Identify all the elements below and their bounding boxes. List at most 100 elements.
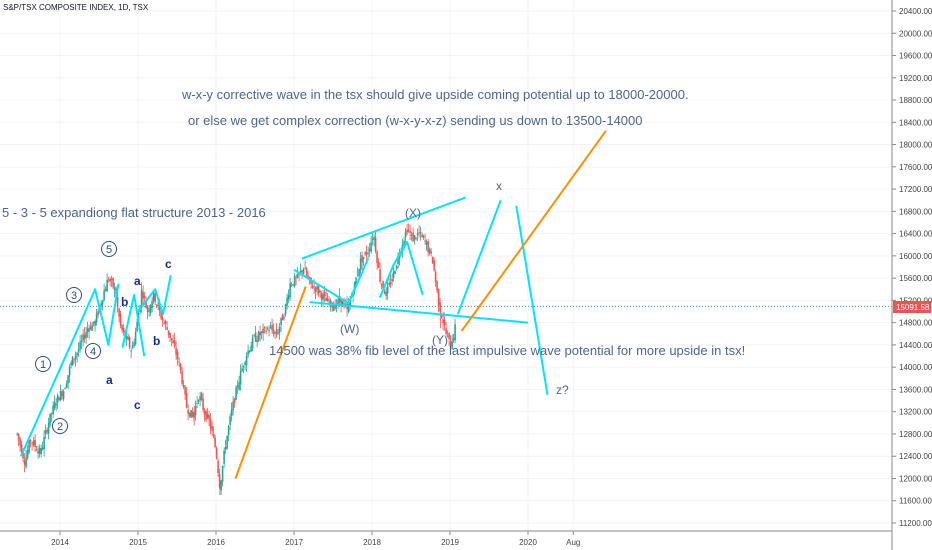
candle-body	[445, 328, 447, 334]
candle-body	[287, 295, 290, 300]
candle-body	[25, 457, 27, 468]
candle-body	[379, 269, 381, 282]
last-price-tag-box	[893, 301, 931, 313]
candle-body	[196, 402, 198, 404]
y-tick-label: 15600.00	[899, 274, 932, 283]
candle-body	[148, 310, 150, 312]
candle-body	[244, 362, 246, 366]
wedge-lower-line[interactable]	[309, 301, 529, 324]
trendline-projection[interactable]	[460, 130, 607, 332]
candle-body	[61, 391, 63, 396]
candle-body	[74, 355, 77, 360]
candle-body	[301, 270, 303, 273]
candle-body	[247, 350, 249, 356]
candle-body	[116, 297, 119, 307]
candle-body	[425, 241, 428, 245]
last-price-label: 15091.58	[896, 303, 930, 312]
impulse-wave-line[interactable]	[20, 283, 120, 457]
candle-body	[326, 298, 329, 302]
candle-body	[110, 278, 113, 280]
candle-body	[62, 391, 65, 399]
candle-body	[64, 388, 66, 390]
candle-body	[409, 230, 411, 233]
candle-body	[179, 363, 182, 371]
candle-body	[338, 295, 341, 302]
wedge-upper-line[interactable]	[301, 196, 466, 260]
candle-body	[448, 332, 450, 340]
candle-body	[197, 400, 200, 402]
y-tick-label: 13600.00	[899, 385, 932, 394]
candle-body	[311, 286, 314, 288]
abc-wave-line-2[interactable]	[137, 275, 172, 316]
candle-body	[403, 240, 405, 245]
price-axis[interactable]: 20400.00 20000.00 19600.00 19200.00 18800.00…	[892, 7, 932, 528]
candle-body	[41, 447, 44, 450]
candle-body	[242, 366, 245, 368]
candle-body	[227, 426, 230, 436]
candle-body	[446, 335, 449, 337]
x-tick-label: 2018	[363, 538, 381, 547]
candle-body	[307, 275, 309, 279]
candle-body	[328, 301, 330, 303]
candle-body	[187, 409, 189, 414]
candle-body	[365, 252, 368, 255]
candle-body	[107, 279, 110, 281]
candle-body	[209, 419, 212, 429]
y-tick-label: 16000.00	[899, 252, 932, 261]
candle-body	[56, 395, 59, 403]
candle-body	[143, 296, 146, 299]
candle-body	[257, 331, 260, 341]
candle-body	[188, 412, 191, 417]
candle-body	[44, 430, 47, 435]
candle-body	[397, 255, 399, 265]
trendline-support[interactable]	[234, 286, 307, 479]
candle-body	[26, 450, 29, 458]
wave-w-line[interactable]	[293, 258, 370, 305]
candle-body	[428, 249, 431, 254]
candle-body	[398, 254, 401, 259]
candle-body	[149, 305, 152, 314]
candle-body	[65, 383, 68, 388]
candle-body	[380, 284, 383, 286]
candle-body	[220, 480, 222, 491]
candle-body	[419, 232, 422, 234]
note-flat-structure: 5 - 3 - 5 expandiong flat structure 2013…	[2, 205, 266, 220]
time-axis[interactable]: 2014 2015 2016 2017 2018 2019 2020 Aug	[51, 531, 580, 547]
candles[interactable]	[16, 223, 456, 496]
candle-body	[50, 413, 53, 414]
candle-body	[250, 346, 252, 352]
drawings[interactable]	[20, 130, 607, 479]
candle-body	[334, 304, 336, 309]
candle-body	[29, 440, 32, 442]
candle-body	[221, 466, 224, 482]
candle-body	[272, 329, 275, 335]
candle-body	[112, 277, 114, 288]
projection-up-x[interactable]	[456, 199, 502, 315]
candle-body	[31, 442, 33, 444]
wave-label-b-2: b	[153, 334, 160, 348]
x-tick-label: 2015	[129, 538, 147, 547]
candle-body	[226, 435, 228, 449]
candle-body	[376, 251, 378, 264]
y-tick-label: 17200.00	[899, 185, 932, 194]
candle-body	[79, 342, 81, 350]
candle-body	[163, 322, 165, 324]
candle-body	[274, 332, 276, 334]
projection-down-z[interactable]	[515, 205, 549, 396]
candle-body	[416, 233, 419, 236]
last-price-tag: 15091.58	[893, 301, 931, 313]
candle-body	[373, 237, 375, 240]
candle-body	[296, 274, 299, 278]
candle-body	[394, 271, 396, 274]
candle-body	[127, 336, 129, 340]
candle-body	[154, 293, 156, 303]
candle-body	[359, 258, 362, 271]
candle-body	[145, 301, 147, 309]
abc-wave-line-1[interactable]	[121, 293, 146, 357]
wave-label-4: 4	[90, 346, 96, 358]
wave-x-line[interactable]	[378, 240, 424, 298]
y-tick-label: 18400.00	[899, 118, 932, 127]
candle-body	[19, 438, 21, 446]
candle-body	[130, 350, 132, 352]
